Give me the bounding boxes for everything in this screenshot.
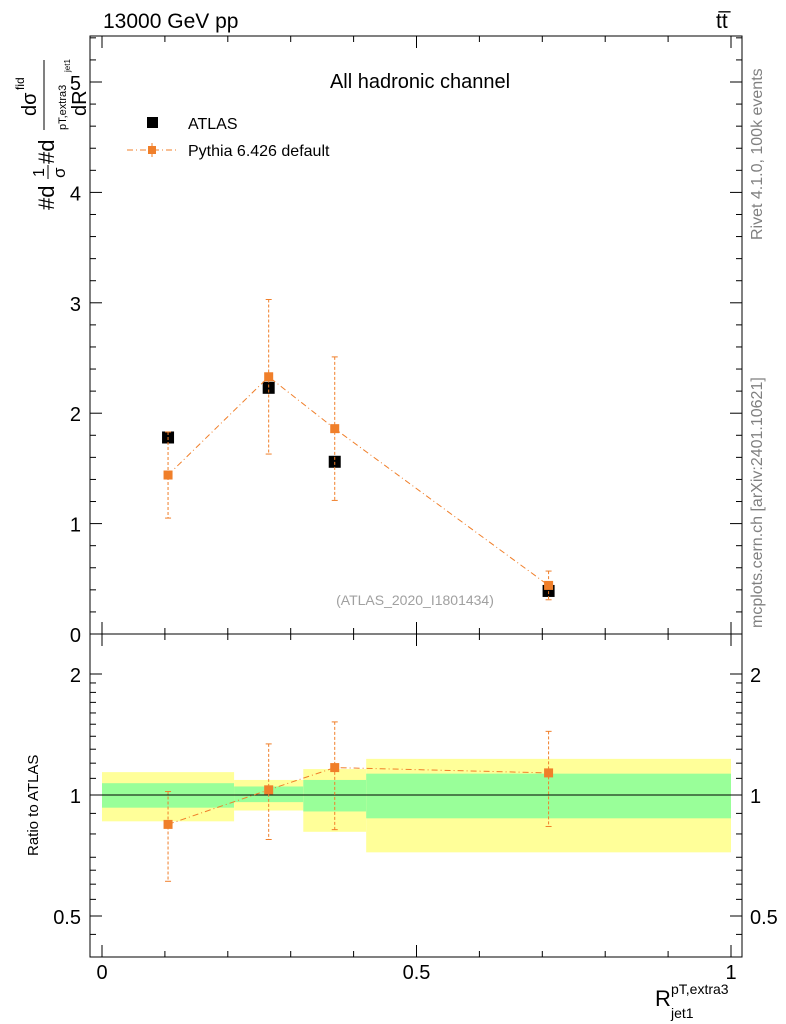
- ratio-ytick-label-left: 1: [70, 786, 81, 808]
- legend-pythia-marker: [148, 146, 156, 154]
- ylabel-jet-sub: jet1: [63, 59, 72, 73]
- ratio-pythia-point: [544, 768, 554, 778]
- main-ytick-label: 4: [70, 183, 81, 205]
- ratio-plot-frame: [89, 633, 743, 958]
- pythia-line: [167, 376, 549, 586]
- watermark: (ATLAS_2020_I1801434): [336, 592, 494, 608]
- legend: ATLAS Pythia 6.426 default: [127, 116, 330, 160]
- process-label: tt̅: [716, 10, 732, 33]
- ratio-ytick-label-left: 2: [70, 665, 81, 687]
- ratio-xtick-label: 0.5: [403, 962, 431, 984]
- ratio-axis-ticks: 0.5 0.5 1 1 2 2 0 0.5 1: [53, 634, 778, 984]
- ratio-xtick-label: 0: [96, 962, 107, 984]
- xlabel-main: R: [655, 986, 671, 1011]
- main-ytick-label: 2: [70, 404, 81, 426]
- main-ytick-label: 5: [70, 73, 81, 95]
- xlabel-sup: pT,extra3: [671, 981, 729, 997]
- ratio-ylabel: Ratio to ATLAS: [25, 755, 42, 856]
- ratio-series-group: [163, 721, 554, 882]
- legend-pythia-label: Pythia 6.426 default: [188, 143, 330, 160]
- main-ytick-label: 0: [70, 625, 81, 647]
- ylabel-hash-d: #d: [34, 186, 59, 210]
- legend-atlas-marker: [147, 117, 158, 128]
- atlas-point: [262, 381, 275, 394]
- energy-label: 13000 GeV pp: [103, 10, 238, 33]
- ratio-pythia-point: [163, 819, 173, 829]
- ylabel-hash-d2: #d: [34, 140, 59, 164]
- ratio-green-band: [366, 773, 731, 819]
- main-ylabel: #d 1 σ #d pT,extra3 jet1 dσ fid dR: [13, 59, 91, 210]
- main-ytick-label: 1: [70, 515, 81, 537]
- ylabel-one: 1: [31, 168, 48, 177]
- ratio-ytick-label-left: 0.5: [53, 907, 81, 929]
- ylabel-fid: fid: [13, 77, 27, 90]
- mcplots-label: mcplots.cern.ch [arXiv:2401.10621]: [749, 377, 766, 628]
- ylabel-pt-sub: pT,extra3: [57, 85, 69, 130]
- main-series-group: [162, 298, 555, 601]
- ratio-plot: 0.5 0.5 1 1 2 2 0 0.5 1 Ratio to ATLAS R pT,extr…: [25, 633, 778, 1021]
- legend-atlas-label: ATLAS: [188, 116, 238, 133]
- ratio-green-band: [303, 779, 367, 812]
- ratio-ytick-label-right: 2: [750, 665, 761, 687]
- ylabel-sigma: σ: [50, 167, 69, 178]
- rivet-label: Rivet 4.1.0, 100k events: [749, 68, 766, 240]
- pythia-point: [264, 372, 274, 382]
- ratio-xtick-label: 1: [725, 962, 736, 984]
- ratio-pythia-point: [330, 763, 340, 773]
- main-axis-ticks: 0 1 2 3 4 5: [70, 36, 742, 647]
- main-plot: 0 1 2 3 4 5 All hadronic channel (ATLAS_2020_…: [13, 35, 743, 647]
- pythia-point: [163, 470, 173, 480]
- ylabel-dR: dR: [69, 90, 91, 116]
- main-plot-title: All hadronic channel: [330, 71, 510, 93]
- ratio-xlabel: R pT,extra3 jet1: [655, 981, 729, 1021]
- pythia-point: [330, 424, 340, 434]
- ratio-bands: [102, 758, 731, 853]
- ratio-ytick-label-right: 1: [750, 786, 761, 808]
- ratio-pythia-point: [264, 785, 274, 795]
- xlabel-sub: jet1: [670, 1005, 694, 1021]
- atlas-point: [328, 455, 341, 468]
- ratio-ytick-label-right: 0.5: [750, 907, 778, 929]
- ratio-pythia-line: [167, 767, 549, 825]
- main-ytick-label: 3: [70, 294, 81, 316]
- ylabel-dsigma: dσ: [19, 92, 41, 116]
- pythia-point: [544, 580, 554, 590]
